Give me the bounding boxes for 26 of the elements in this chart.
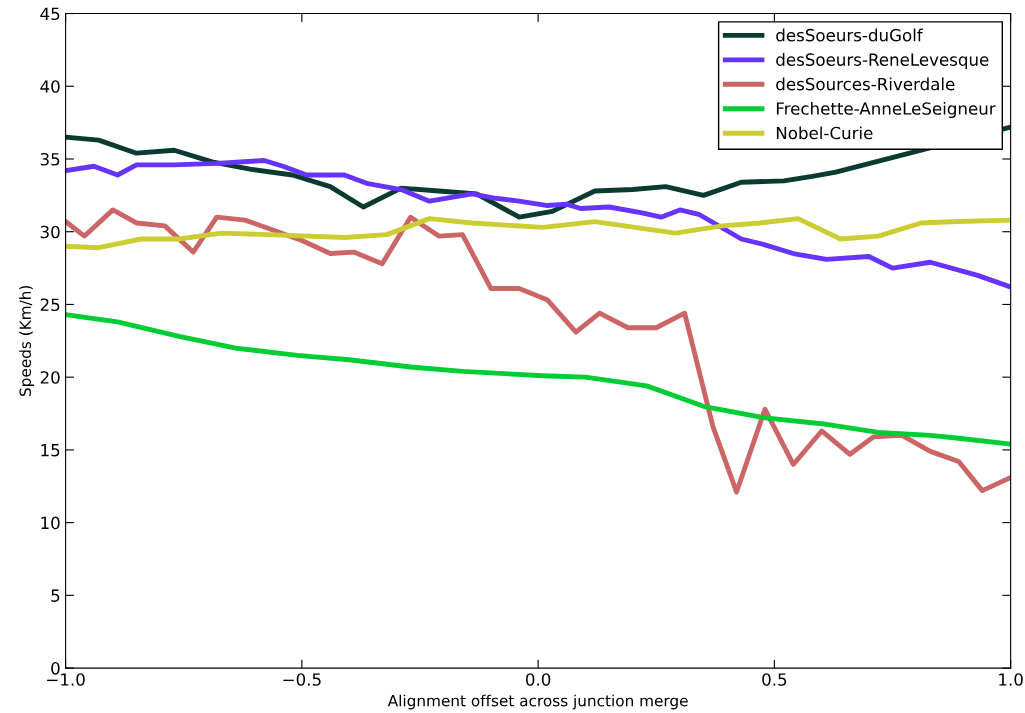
y-axis-title: Speeds (Km/h) <box>19 285 34 396</box>
x-tick-label: 1.0 <box>999 673 1023 686</box>
y-tick-label: 35 <box>40 152 60 166</box>
y-tick-label: 40 <box>40 80 60 93</box>
x-tick-label: −1.0 <box>47 673 85 686</box>
x-tick-label: −0.5 <box>283 673 321 686</box>
line-series <box>65 312 1011 447</box>
line-series <box>65 207 1011 495</box>
y-tick-label: 0 <box>51 662 60 675</box>
line-series <box>65 216 1011 251</box>
legend-label: desSoeurs-ReneLevesque <box>776 53 989 70</box>
y-tick-label: 30 <box>40 225 60 239</box>
y-tick-label: 45 <box>40 7 60 21</box>
y-tick-label: 25 <box>40 298 60 312</box>
y-tick-label: 10 <box>41 516 60 530</box>
y-tick-label: 5 <box>51 589 60 602</box>
x-tick-label: 0.0 <box>525 673 551 686</box>
line-series <box>65 158 1011 290</box>
x-tick-label: 0.5 <box>762 673 787 686</box>
legend-label: Nobel-Curie <box>776 126 873 140</box>
legend-label: desSources-Riverdale <box>776 77 955 91</box>
legend-label: desSoeurs-duGolf <box>776 28 924 42</box>
legend-label: Frechette-AnneLeSeigneur <box>776 101 996 119</box>
x-axis-title: Alignment offset across junction merge <box>387 694 688 710</box>
y-tick-label: 20 <box>40 371 60 384</box>
y-tick-label: 15 <box>41 444 60 457</box>
